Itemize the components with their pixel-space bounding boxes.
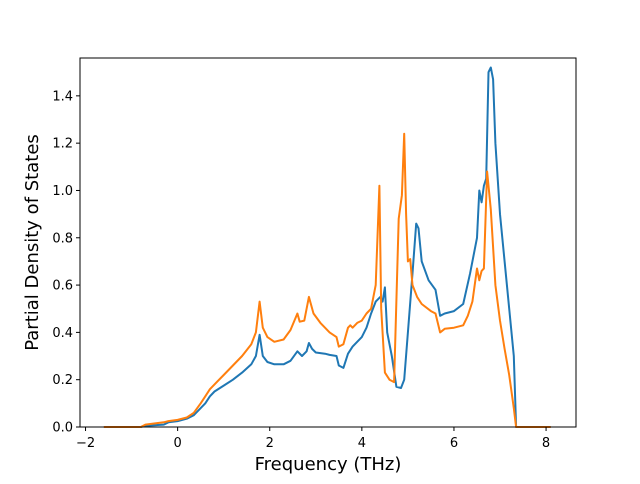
y-tick-label: 0.8 — [52, 231, 73, 246]
x-tick-label: 0 — [173, 436, 181, 451]
x-tick-label: −2 — [76, 436, 95, 451]
y-tick-label: 1.4 — [52, 89, 73, 104]
y-tick-label: 0.0 — [52, 421, 73, 436]
y-tick-label: 1.0 — [52, 184, 73, 199]
x-tick-label: 4 — [358, 436, 366, 451]
plot-frame — [79, 57, 577, 428]
x-tick-label: 8 — [542, 436, 550, 451]
y-tick-label: 0.2 — [52, 373, 73, 388]
ticks-layer: −2 0 2 4 6 8 0.0 0.2 0.4 0.6 0.8 1.0 1.2 1.4 — [52, 89, 550, 451]
y-tick-label: 1.2 — [52, 137, 73, 152]
y-axis-label: Partial Density of States — [22, 134, 43, 351]
x-axis-label: Frequency (THz) — [255, 454, 402, 475]
x-tick-label: 6 — [450, 436, 458, 451]
y-tick-label: 0.4 — [52, 326, 73, 341]
y-tick-label: 0.6 — [52, 279, 73, 294]
series-line-1 — [103, 66, 551, 428]
series-line-2 — [103, 132, 551, 428]
x-tick-label: 2 — [266, 436, 274, 451]
series-layer — [103, 66, 551, 428]
